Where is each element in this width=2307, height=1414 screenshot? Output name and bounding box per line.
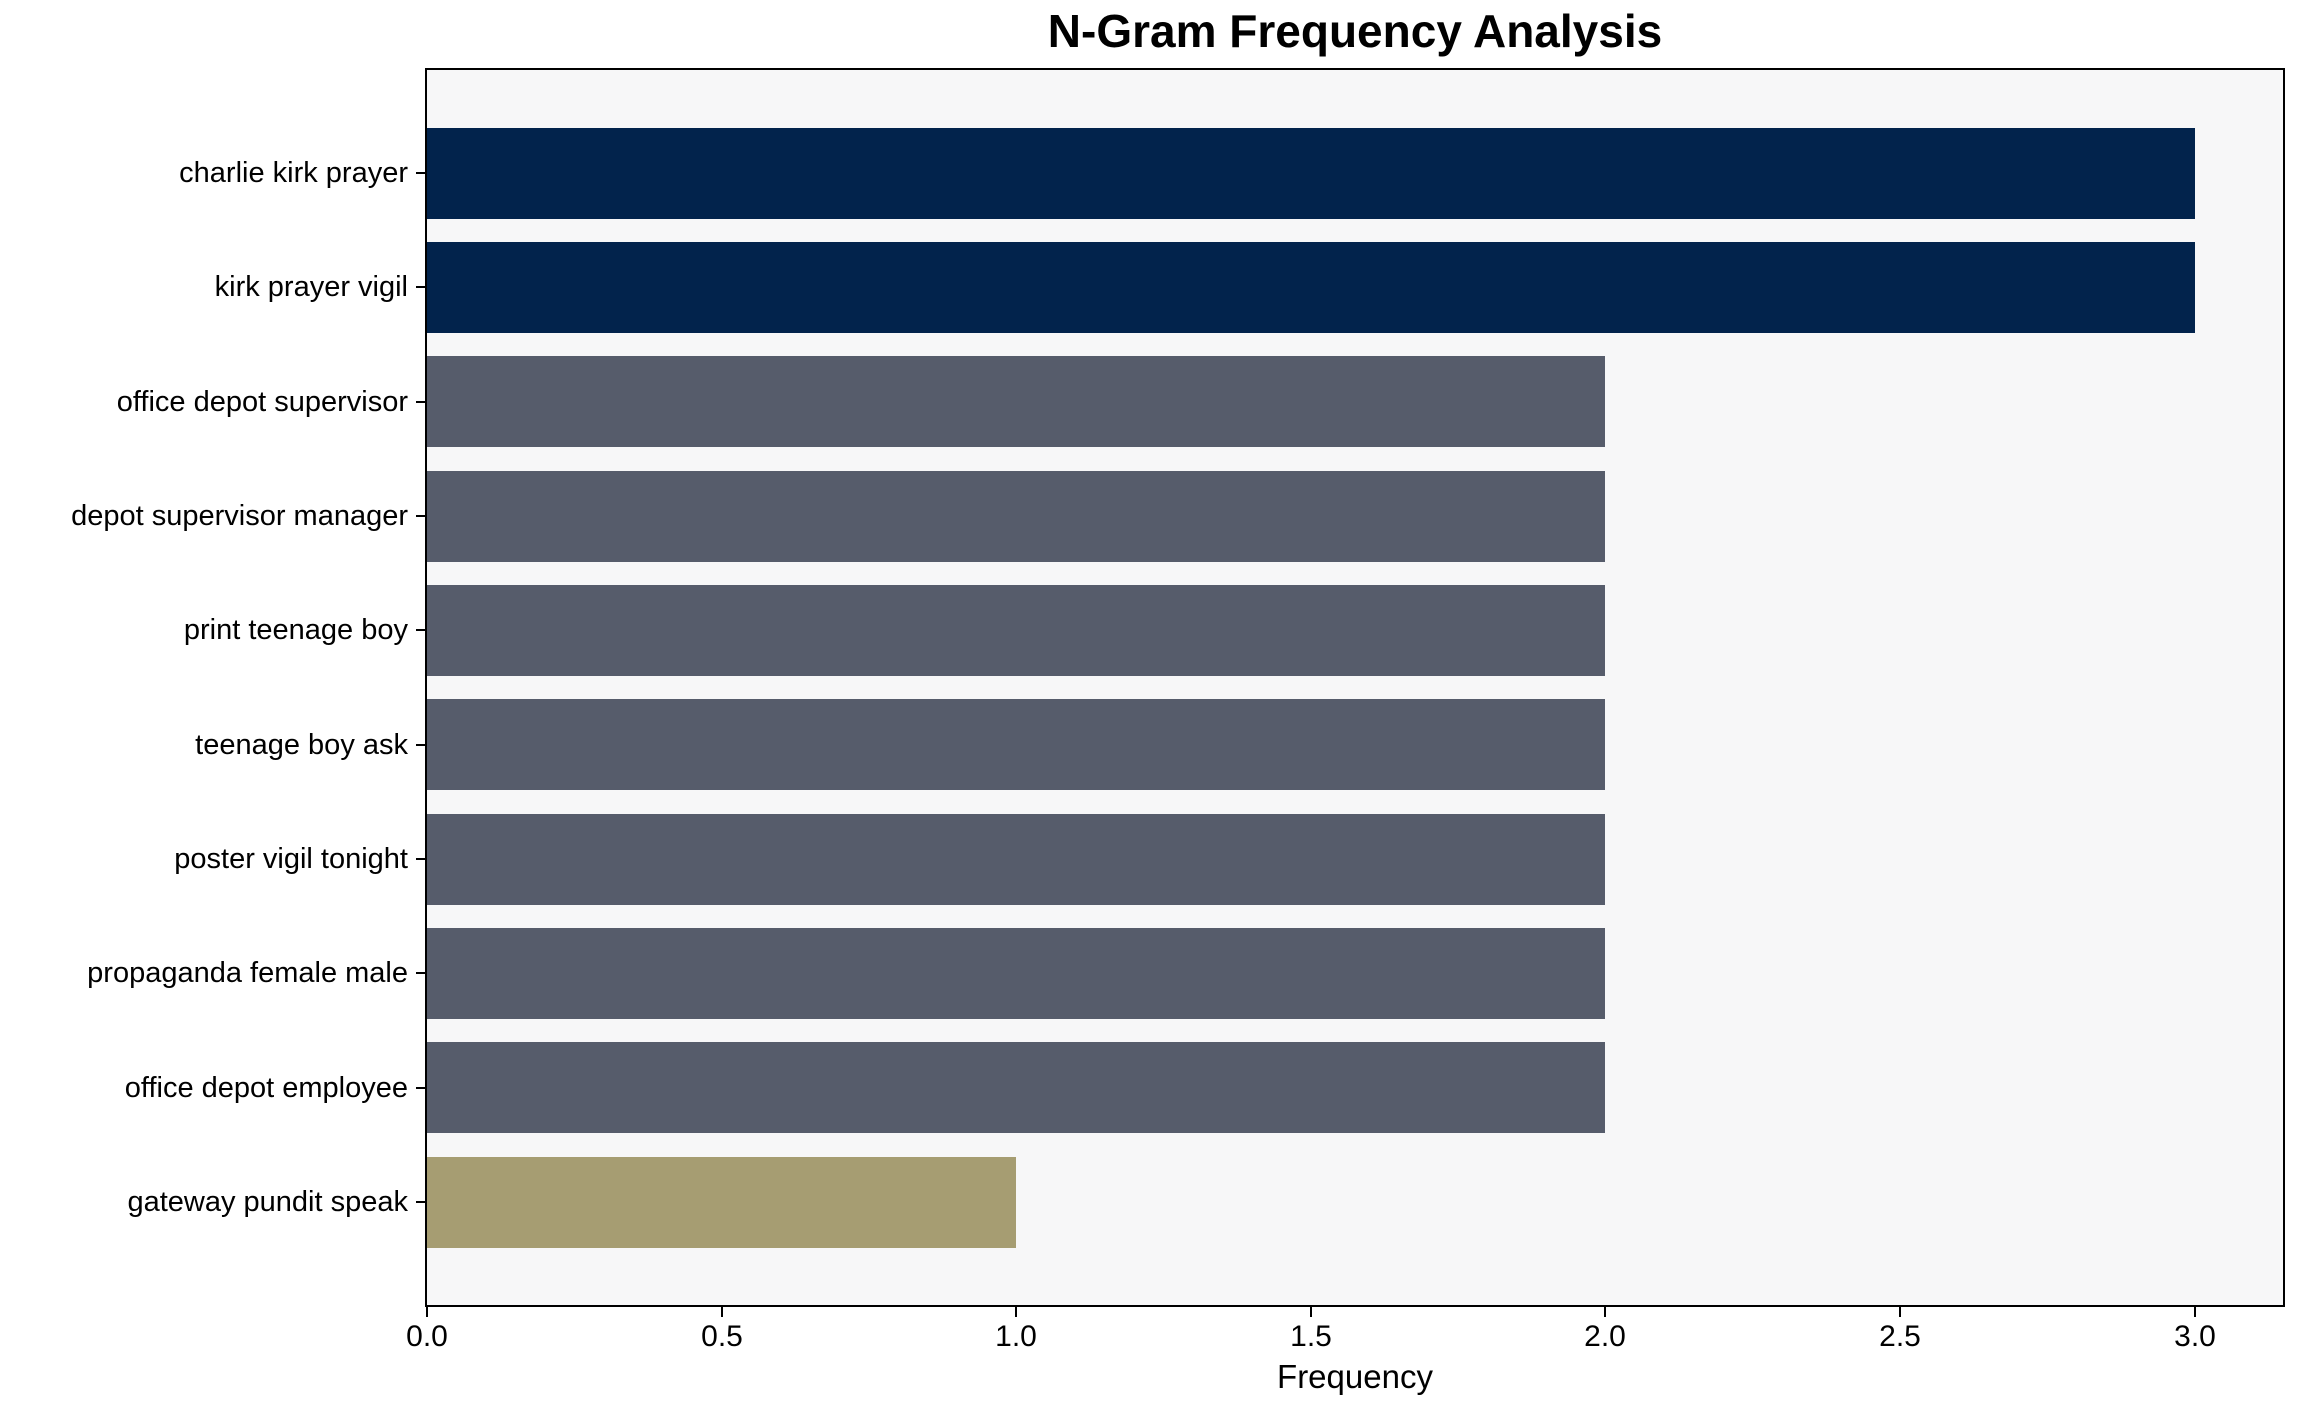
x-tick-label: 1.5 xyxy=(1290,1320,1332,1353)
y-tick-label: teenage boy ask xyxy=(195,729,408,761)
x-tick-mark xyxy=(1310,1307,1312,1317)
bar xyxy=(427,356,1605,447)
x-tick-label: 1.0 xyxy=(995,1320,1037,1353)
bar xyxy=(427,814,1605,905)
y-tick-mark xyxy=(416,972,425,974)
x-tick-label: 2.0 xyxy=(1584,1320,1626,1353)
x-tick-mark xyxy=(1015,1307,1017,1317)
y-tick-mark xyxy=(416,401,425,403)
y-tick-label: office depot employee xyxy=(124,1072,408,1104)
x-axis-label: Frequency xyxy=(1277,1358,1433,1395)
x-tick-label: 3.0 xyxy=(2174,1320,2216,1353)
x-tick-mark xyxy=(1899,1307,1901,1317)
y-tick-mark xyxy=(416,858,425,860)
bar xyxy=(427,128,2195,219)
bar xyxy=(427,471,1605,562)
y-tick-label: office depot supervisor xyxy=(116,386,408,418)
y-tick-label: propaganda female male xyxy=(87,957,408,989)
y-tick-mark xyxy=(416,1201,425,1203)
y-tick-label: charlie kirk prayer xyxy=(179,157,408,189)
bar xyxy=(427,1042,1605,1133)
x-tick-label: 2.5 xyxy=(1879,1320,1921,1353)
bar xyxy=(427,585,1605,676)
bar xyxy=(427,928,1605,1019)
y-tick-label: print teenage boy xyxy=(183,614,408,646)
y-tick-mark xyxy=(416,629,425,631)
chart-title: N-Gram Frequency Analysis xyxy=(1047,5,1663,57)
y-tick-mark xyxy=(416,515,425,517)
y-tick-label: kirk prayer vigil xyxy=(214,271,408,303)
y-tick-mark xyxy=(416,1087,425,1089)
bar xyxy=(427,699,1605,790)
bar xyxy=(427,242,2195,333)
y-tick-label: depot supervisor manager xyxy=(71,500,408,532)
x-tick-mark xyxy=(426,1307,428,1317)
y-tick-mark xyxy=(416,172,425,174)
bar xyxy=(427,1157,1016,1248)
x-tick-mark xyxy=(2194,1307,2196,1317)
x-tick-label: 0.5 xyxy=(701,1320,743,1353)
y-tick-label: gateway pundit speak xyxy=(127,1186,408,1218)
x-tick-label: 0.0 xyxy=(406,1320,448,1353)
x-tick-mark xyxy=(721,1307,723,1317)
plot-area xyxy=(425,68,2285,1307)
y-tick-mark xyxy=(416,744,425,746)
x-tick-mark xyxy=(1604,1307,1606,1317)
y-tick-label: poster vigil tonight xyxy=(174,843,408,875)
y-tick-mark xyxy=(416,286,425,288)
